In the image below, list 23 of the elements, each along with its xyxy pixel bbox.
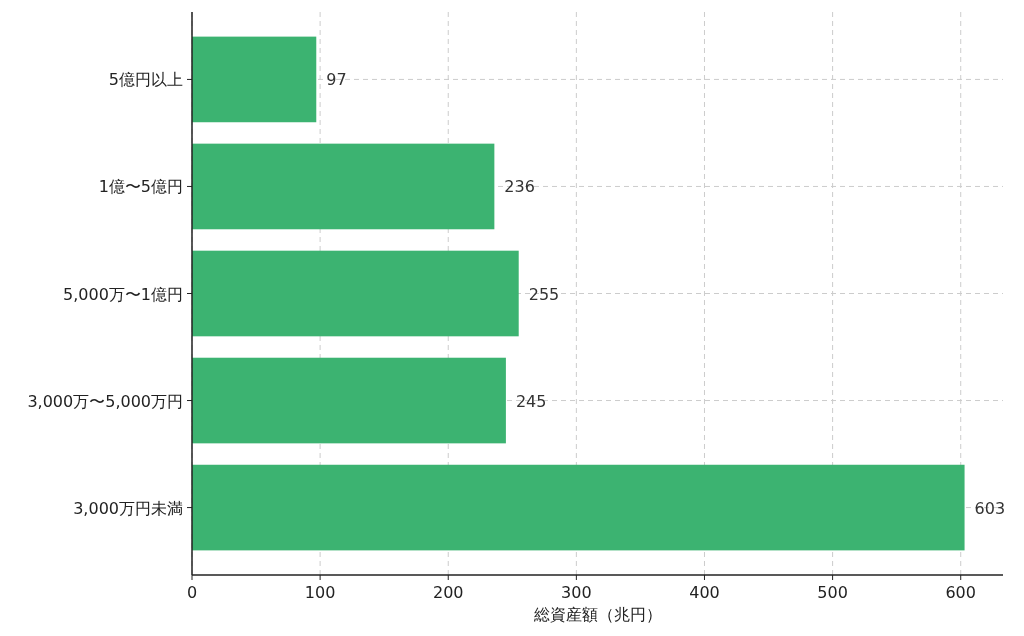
data-label: 245 [515, 391, 547, 411]
bar [192, 357, 506, 444]
data-label: 97 [326, 70, 347, 90]
bar [192, 464, 965, 551]
x-tick-label: 0 [186, 583, 198, 602]
x-tick-label: 600 [945, 583, 976, 602]
x-tick-label: 300 [561, 583, 592, 602]
y-tick-label: 5億円以上 [108, 70, 183, 90]
x-axis-title: 総資産額（兆円） [532, 605, 662, 624]
data-label: 603 [974, 498, 1006, 518]
y-tick-label: 3,000万円未満 [73, 498, 183, 518]
bar [192, 36, 317, 123]
bar [192, 143, 495, 230]
data-label: 236 [504, 177, 535, 197]
data-label: 255 [528, 284, 560, 304]
x-tick-label: 200 [432, 583, 464, 602]
x-tick-label: 100 [304, 583, 336, 602]
x-tick-label: 400 [689, 583, 720, 602]
y-tick-label: 1億〜5億円 [98, 177, 183, 197]
y-tick-label: 3,000万〜5,000万円 [27, 391, 183, 411]
x-tick-label: 500 [817, 583, 848, 602]
y-tick-label: 5,000万〜1億円 [63, 284, 183, 304]
bar [192, 250, 519, 337]
